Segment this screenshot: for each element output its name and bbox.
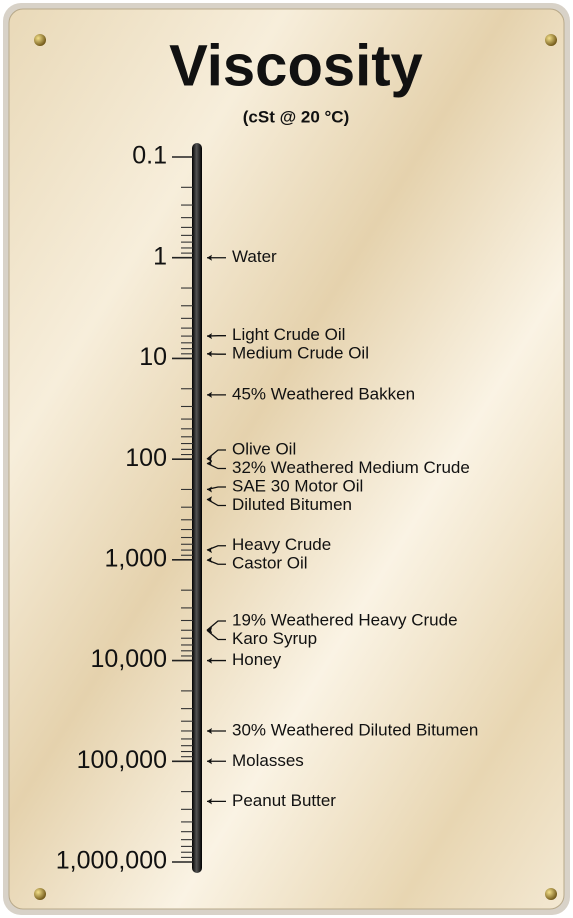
item-label: 32% Weathered Medium Crude — [232, 458, 470, 477]
item-label: Heavy Crude — [232, 535, 331, 554]
item-label: Diluted Bitumen — [232, 495, 352, 514]
item-label: Molasses — [232, 751, 304, 770]
item-label: Olive Oil — [232, 440, 296, 459]
arrowhead — [207, 727, 212, 734]
arrowhead — [207, 254, 212, 261]
y-tick-label: 10 — [139, 343, 167, 371]
chart-title: Viscosity — [169, 33, 423, 98]
y-tick-label: 0.1 — [132, 142, 167, 170]
item-label: Light Crude Oil — [232, 325, 345, 344]
screw — [34, 34, 46, 46]
y-tick-label: 1,000,000 — [56, 847, 167, 875]
screw — [545, 34, 557, 46]
arrowhead — [207, 486, 212, 493]
arrowhead — [207, 496, 212, 503]
arrowhead — [207, 333, 212, 340]
arrowhead — [207, 657, 212, 664]
pointer-arrow — [206, 449, 226, 460]
pointer-arrow — [206, 620, 226, 631]
arrowhead — [207, 798, 212, 805]
scale-tube — [192, 143, 202, 873]
item-label: Karo Syrup — [232, 629, 317, 648]
item-label: 45% Weathered Bakken — [232, 384, 415, 403]
item-label: SAE 30 Motor Oil — [232, 477, 363, 496]
pointer-arrow — [206, 629, 226, 641]
arrowhead — [207, 456, 212, 463]
item-label: 30% Weathered Diluted Bitumen — [232, 720, 478, 739]
screw — [34, 888, 46, 900]
arrowhead — [207, 627, 212, 634]
item-label: Honey — [232, 650, 282, 669]
arrowhead — [207, 350, 212, 357]
screw — [545, 888, 557, 900]
item-label: Castor Oil — [232, 554, 308, 573]
y-tick-label: 10,000 — [91, 645, 167, 673]
arrowhead — [207, 758, 212, 765]
item-label: 19% Weathered Heavy Crude — [232, 610, 458, 629]
y-tick-label: 100 — [125, 444, 167, 472]
panel — [8, 8, 565, 910]
y-tick-label: 1,000 — [104, 544, 167, 572]
arrowhead — [207, 556, 212, 563]
item-label: Peanut Butter — [232, 791, 336, 810]
item-label: Water — [232, 247, 277, 266]
arrowhead — [207, 391, 212, 398]
arrowhead — [207, 547, 212, 554]
y-tick-label: 100,000 — [77, 746, 167, 774]
item-label: Medium Crude Oil — [232, 344, 369, 363]
y-tick-label: 1 — [153, 242, 167, 270]
arrowhead — [207, 460, 212, 467]
chart-subtitle: (cSt @ 20 °C) — [243, 107, 350, 126]
